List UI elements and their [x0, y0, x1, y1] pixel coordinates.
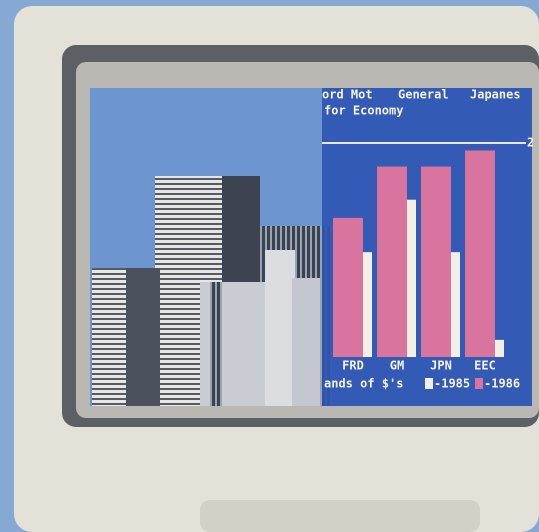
x-tick-label: GM: [390, 359, 404, 373]
bar: [407, 200, 416, 357]
page: ord Mot General Japanes for Economy ands…: [0, 0, 539, 532]
bar: [421, 167, 451, 357]
bar: [333, 218, 363, 357]
bar: [377, 167, 407, 357]
legend-label: -1986: [484, 377, 520, 391]
header-label: General: [398, 88, 449, 102]
bar: [363, 252, 372, 357]
bar: [451, 252, 460, 357]
legend-title: ands of $'s: [324, 377, 403, 391]
y-tick-label: 2: [527, 136, 534, 150]
header-label: Japanes: [470, 88, 521, 102]
legend-label: -1985: [434, 377, 470, 391]
x-tick-label: JPN: [430, 359, 452, 373]
legend-swatch: [475, 378, 483, 389]
bar: [495, 340, 504, 357]
x-tick-label: FRD: [342, 359, 364, 373]
legend-swatch: [425, 378, 433, 389]
header-label: ord Mot: [322, 88, 373, 102]
photo: ord Mot General Japanes for Economy ands…: [0, 0, 539, 532]
bar: [465, 150, 495, 357]
x-tick-label: EEC: [474, 359, 496, 373]
monitor-stand: [200, 500, 480, 532]
chart-title: for Economy: [324, 104, 403, 118]
